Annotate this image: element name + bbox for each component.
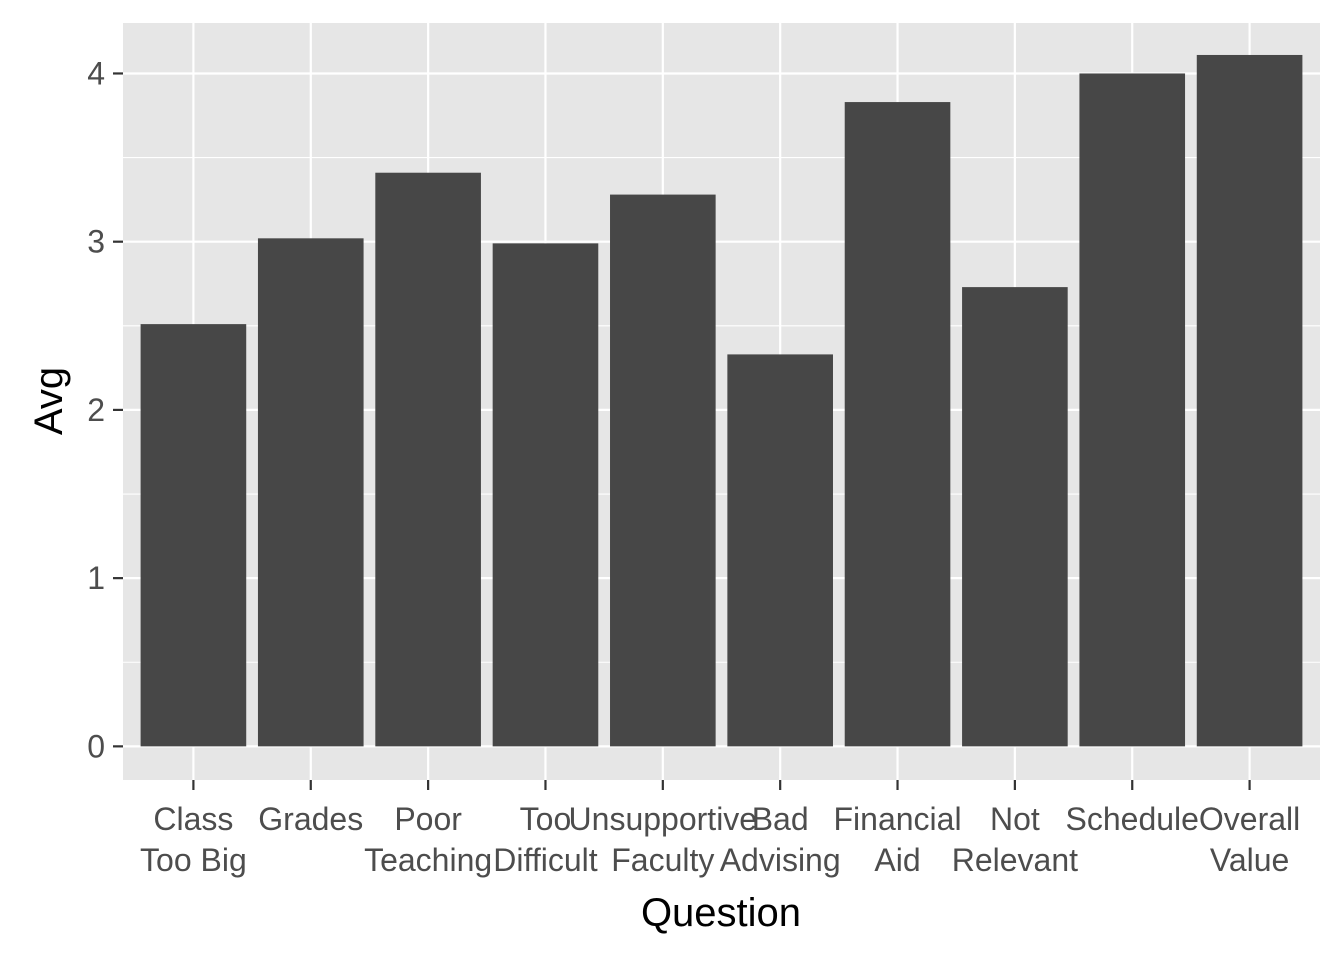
x-tick-label: Schedule: [1066, 801, 1199, 837]
x-tick-label: Bad Advising: [720, 801, 841, 878]
x-tick-label: Financial Aid: [833, 801, 961, 878]
x-tick-label-line: Value: [1210, 842, 1289, 878]
x-tick-label-line: Teaching: [364, 842, 492, 878]
y-axis: 0 1 2 3 4: [87, 55, 123, 764]
bar: [1079, 73, 1186, 747]
x-tick-label-line: Financial: [833, 801, 961, 837]
y-tick-label: 2: [87, 392, 105, 428]
x-tick-label-line: Aid: [874, 842, 920, 878]
x-tick-label-line: Difficult: [493, 842, 597, 878]
x-tick-label: Not Relevant: [952, 801, 1078, 878]
y-tick-label: 1: [87, 560, 105, 596]
bar: [727, 354, 833, 747]
x-tick-label: Too Difficult: [493, 801, 597, 878]
x-tick-label-line: Too Big: [140, 842, 247, 878]
x-tick-label-line: Unsupportive: [569, 801, 758, 837]
bar: [257, 238, 364, 747]
x-tick-label-line: Faculty: [611, 842, 714, 878]
bar: [140, 324, 247, 747]
x-tick-label-line: Not: [990, 801, 1040, 837]
x-tick-label-line: Advising: [720, 842, 841, 878]
x-tick-label-line: Poor: [394, 801, 462, 837]
x-tick-label: Unsupportive Faculty: [569, 801, 758, 878]
y-tick-label: 0: [87, 728, 105, 764]
x-axis-title: Question: [641, 891, 801, 935]
bar: [962, 287, 1068, 747]
x-axis: Class Too Big Grades Poor Teaching Too Difficu…: [140, 780, 1300, 878]
y-tick-label: 3: [87, 224, 105, 260]
x-tick-label: Class Too Big: [140, 801, 247, 878]
x-tick-label-line: Bad: [752, 801, 809, 837]
x-tick-label-line: Class: [153, 801, 233, 837]
x-tick-label: Grades: [258, 801, 363, 837]
y-tick-label: 4: [87, 55, 105, 91]
bar: [375, 172, 481, 747]
x-tick-label-line: Too: [520, 801, 572, 837]
bar: [492, 243, 599, 747]
x-tick-label-line: Grades: [258, 801, 363, 837]
x-tick-label-line: Schedule: [1066, 801, 1199, 837]
bars: [140, 54, 1303, 747]
y-axis-title: Avg: [27, 367, 71, 435]
bar: [610, 194, 716, 747]
x-tick-label: Poor Teaching: [364, 801, 492, 878]
x-tick-label-line: Relevant: [952, 842, 1078, 878]
bar: [1196, 54, 1303, 747]
bar: [844, 102, 951, 747]
x-tick-label: Overall Value: [1199, 801, 1300, 878]
x-tick-label-line: Overall: [1199, 801, 1300, 837]
